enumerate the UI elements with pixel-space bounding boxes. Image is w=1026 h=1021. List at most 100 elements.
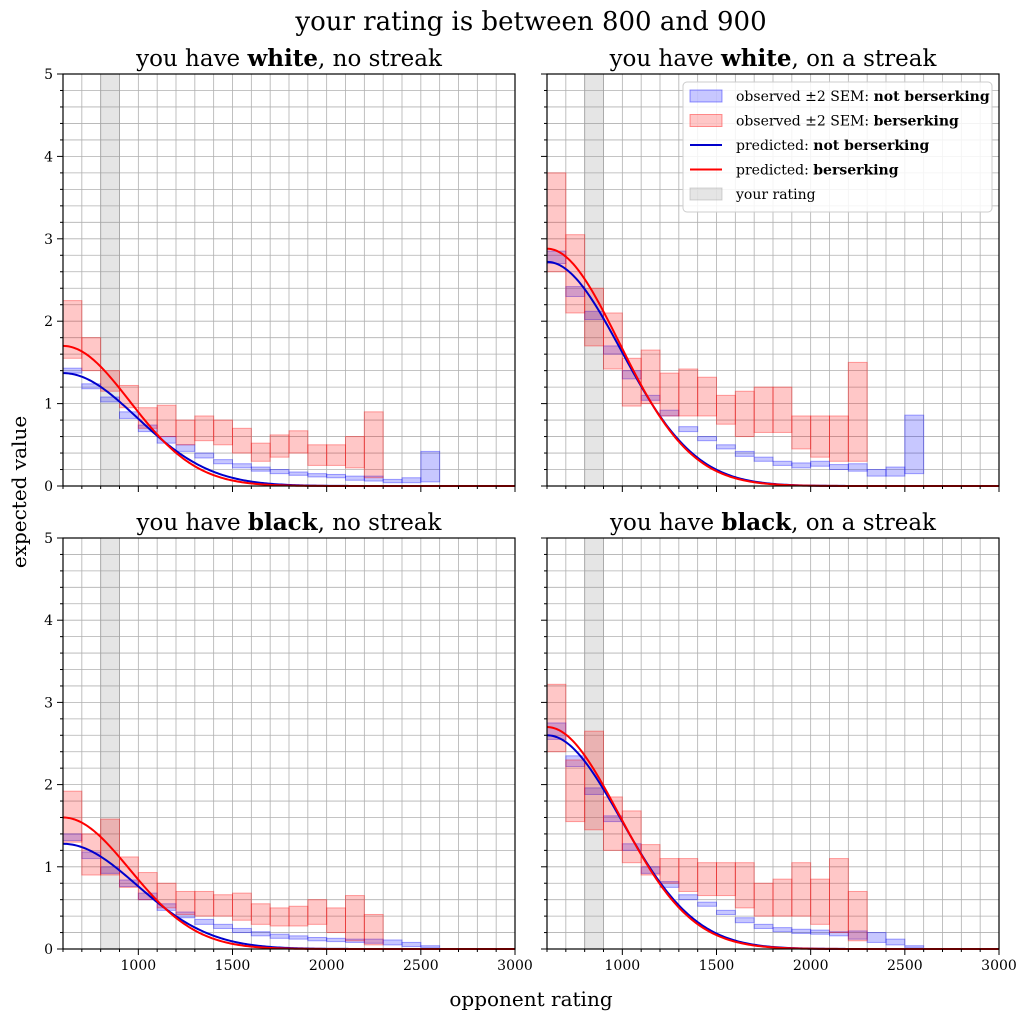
observed-not-berserking-band bbox=[401, 477, 422, 484]
observed-berserking-band bbox=[697, 376, 718, 417]
legend-entry-text: observed ±2 SEM: bbox=[736, 114, 874, 130]
x-tick-label: 1500 bbox=[699, 958, 735, 974]
y-tick-label: 2 bbox=[44, 778, 53, 794]
your-rating-band bbox=[100, 73, 120, 487]
panel-title-suffix: , on a streak bbox=[791, 510, 937, 536]
panel-title: you have black, on a streak bbox=[609, 509, 937, 536]
observed-berserking-band bbox=[847, 361, 868, 462]
observed-berserking-band bbox=[175, 890, 196, 915]
observed-not-berserking-band bbox=[734, 917, 755, 924]
observed-berserking-band bbox=[753, 882, 774, 917]
x-tick-label: 2500 bbox=[403, 958, 439, 974]
observed-not-berserking-band bbox=[269, 933, 290, 939]
legend-swatch bbox=[689, 89, 723, 103]
observed-berserking-band bbox=[716, 862, 736, 897]
observed-berserking-band bbox=[678, 858, 699, 892]
observed-not-berserking-band bbox=[363, 938, 384, 944]
panel-title-prefix: you have bbox=[609, 46, 721, 72]
legend-entry: predicted: berserking bbox=[736, 163, 899, 179]
figure-title: your rating is between 800 and 900 bbox=[294, 7, 766, 37]
observed-berserking-band bbox=[584, 287, 605, 347]
panel-title-suffix: , on a streak bbox=[792, 46, 938, 72]
observed-not-berserking-band bbox=[288, 935, 309, 940]
grid bbox=[62, 73, 516, 487]
y-axis-label: expected value bbox=[7, 416, 31, 568]
observed-berserking-band bbox=[156, 882, 177, 909]
observed-berserking-band bbox=[288, 430, 309, 454]
observed-not-berserking-band bbox=[697, 901, 718, 907]
legend-swatch bbox=[689, 187, 723, 201]
observed-berserking-band bbox=[565, 759, 586, 823]
observed-berserking-band bbox=[565, 234, 586, 314]
observed-not-berserking-band bbox=[307, 473, 328, 478]
legend-frame bbox=[682, 81, 993, 213]
observed-not-berserking-band bbox=[345, 938, 365, 943]
observed-not-berserking-band bbox=[829, 931, 849, 937]
observed-not-berserking-band bbox=[232, 927, 252, 934]
observed-berserking-band bbox=[829, 858, 849, 934]
observed-not-berserking-band bbox=[753, 456, 774, 462]
observed-not-berserking-band bbox=[847, 463, 868, 472]
observed-not-berserking-band bbox=[885, 938, 906, 946]
panel-3: 1000 1500 2000 2500 3000 0 1 2 3 4 5 you have black… bbox=[44, 509, 533, 974]
observed-berserking-band bbox=[810, 415, 831, 458]
y-tick-label: 1 bbox=[44, 397, 53, 413]
legend-swatch bbox=[689, 114, 723, 127]
observed-berserking-band bbox=[326, 444, 346, 466]
observed-not-berserking-band bbox=[810, 460, 831, 467]
observed-not-berserking-band bbox=[382, 478, 403, 484]
observed-berserking-band bbox=[269, 434, 290, 458]
observed-not-berserking-band bbox=[420, 945, 441, 948]
observed-not-berserking-band bbox=[791, 928, 812, 934]
observed-berserking-band bbox=[546, 172, 567, 273]
legend-entry-bold: not berserking bbox=[813, 138, 929, 154]
x-tick-label: 3000 bbox=[981, 958, 1017, 974]
observed-berserking-band bbox=[734, 390, 755, 438]
legend-entry-bold: berserking bbox=[813, 163, 898, 179]
observed-berserking-band bbox=[791, 415, 812, 450]
observed-not-berserking-band bbox=[420, 450, 441, 483]
observed-berserking-band bbox=[734, 862, 755, 909]
observed-not-berserking-band bbox=[175, 444, 196, 452]
legend-entry-bold: berserking bbox=[874, 114, 959, 130]
your-rating-band bbox=[100, 537, 120, 950]
observed-not-berserking-band bbox=[772, 927, 793, 933]
legend-entry-bold: not berserking bbox=[874, 89, 990, 105]
legend-entry: observed ±2 SEM: not berserking bbox=[736, 89, 990, 105]
observed-not-berserking-band bbox=[866, 932, 887, 943]
observed-berserking-band bbox=[621, 357, 642, 407]
observed-berserking-band bbox=[772, 878, 793, 917]
x-tick-label: 2000 bbox=[309, 958, 345, 974]
observed-not-berserking-band bbox=[904, 945, 925, 948]
observed-berserking-band bbox=[363, 411, 384, 479]
observed-not-berserking-band bbox=[100, 396, 120, 403]
panel-title: you have white, no streak bbox=[135, 45, 443, 72]
observed-not-berserking-band bbox=[716, 909, 736, 915]
panel-title-bold: black bbox=[721, 509, 792, 536]
observed-not-berserking-band bbox=[363, 475, 384, 482]
legend-entry-text: predicted: bbox=[736, 138, 813, 154]
observed-berserking-band bbox=[232, 427, 252, 454]
observed-not-berserking-band bbox=[847, 930, 868, 940]
observed-berserking-band bbox=[791, 862, 812, 917]
observed-berserking-band bbox=[716, 394, 736, 425]
observed-not-berserking-band bbox=[213, 923, 234, 929]
observed-berserking-band bbox=[640, 844, 661, 876]
observed-not-berserking-band bbox=[866, 469, 887, 477]
legend: observed ±2 SEM: not berserkingobserved … bbox=[682, 81, 993, 213]
observed-not-berserking-band bbox=[232, 463, 252, 469]
observed-berserking-band bbox=[288, 905, 309, 927]
observed-not-berserking-band bbox=[326, 937, 346, 943]
panel-title-prefix: you have bbox=[609, 510, 721, 536]
observed-not-berserking-band bbox=[829, 464, 849, 471]
observed-berserking-band bbox=[213, 419, 234, 446]
panel-title-prefix: you have bbox=[135, 46, 247, 72]
observed-berserking-band bbox=[640, 349, 661, 405]
x-tick-label: 2500 bbox=[887, 958, 923, 974]
observed-not-berserking-band bbox=[382, 939, 403, 946]
legend-entry: predicted: not berserking bbox=[736, 138, 930, 154]
panel-title-suffix: , no streak bbox=[318, 510, 443, 536]
observed-berserking-band bbox=[250, 442, 271, 462]
